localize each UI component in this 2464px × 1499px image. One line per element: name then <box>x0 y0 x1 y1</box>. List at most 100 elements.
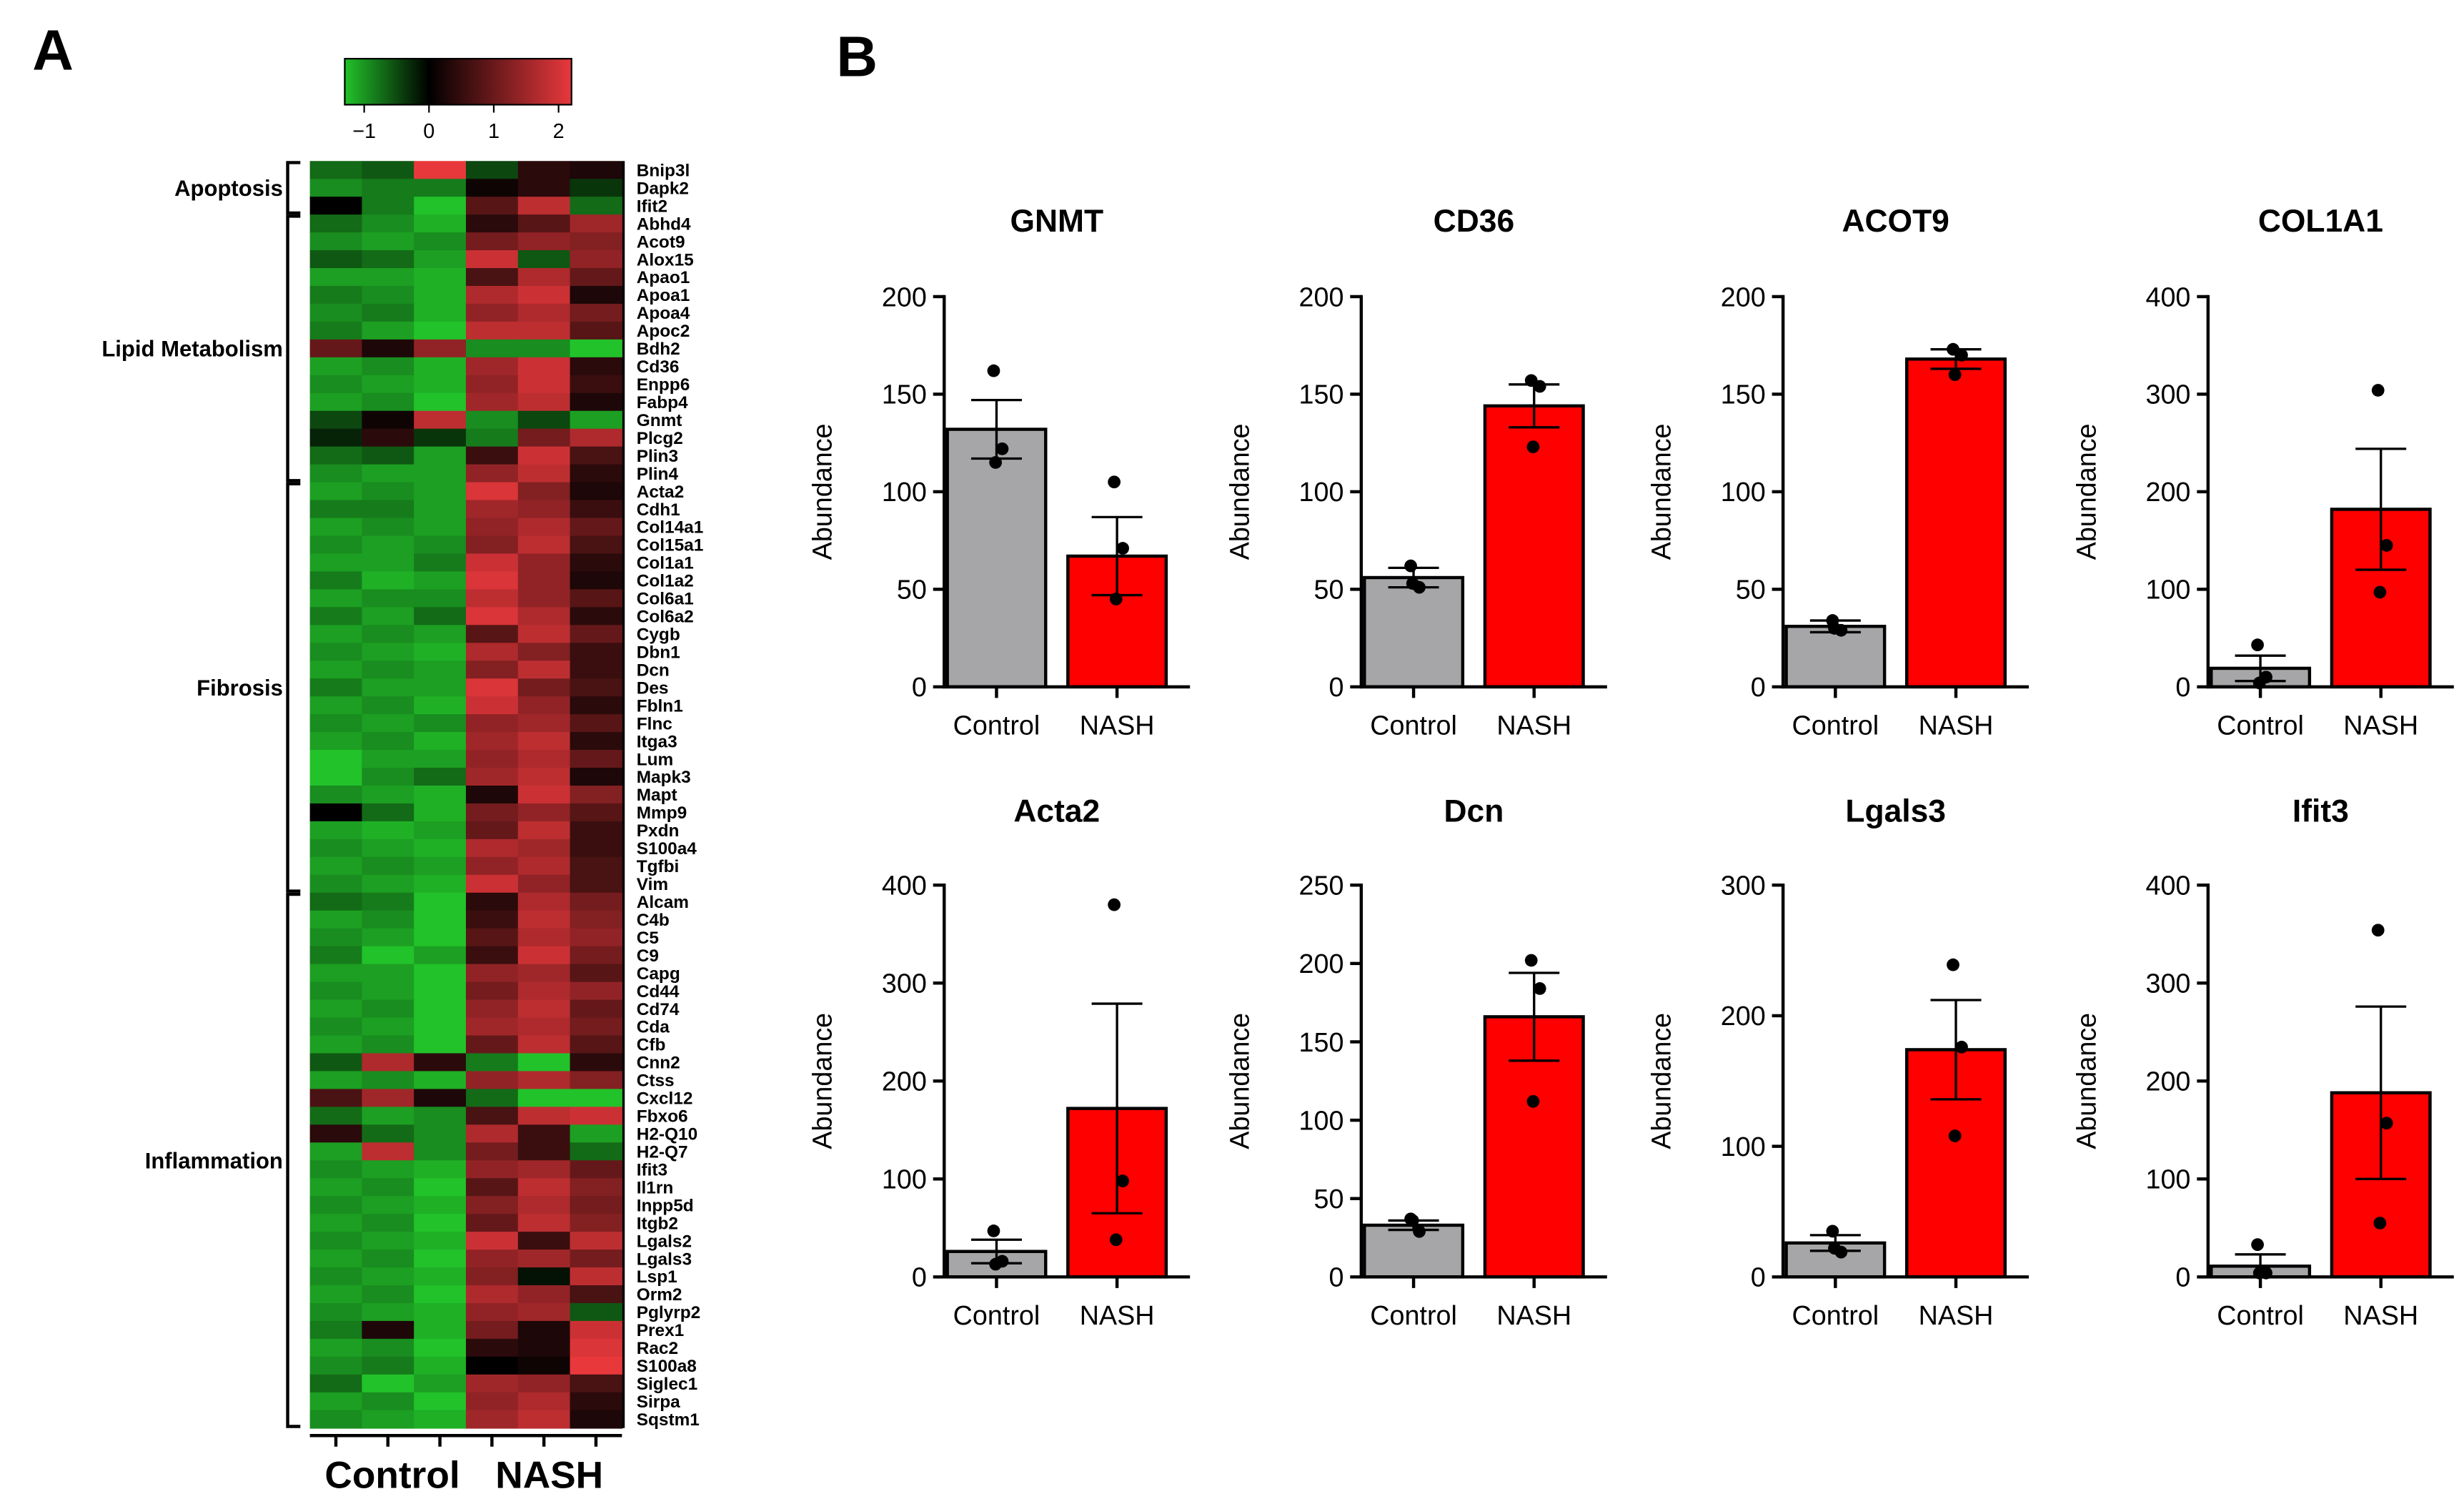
heatmap-cell <box>465 285 519 305</box>
y-tick-label: 400 <box>2145 282 2190 312</box>
y-tick-label: 50 <box>1313 575 1343 605</box>
y-tick-label: 100 <box>2145 575 2190 605</box>
data-point <box>1955 1040 1968 1054</box>
bar-control <box>1363 575 1465 689</box>
heatmap-cell <box>517 1320 571 1340</box>
chart-title: Lgals3 <box>1845 793 1946 828</box>
heatmap-cell <box>517 1250 571 1268</box>
heatmap-cell <box>570 232 623 251</box>
heatmap-cell <box>309 1338 363 1357</box>
heatmap-cell <box>465 892 519 911</box>
y-tick-label: 300 <box>1721 871 1766 901</box>
heatmap-cell <box>309 838 363 858</box>
heatmap-cell <box>570 1035 623 1054</box>
gene-label: Fbxo6 <box>637 1107 688 1127</box>
heatmap-cell <box>309 1017 363 1037</box>
heatmap-cell <box>414 214 467 233</box>
heatmap-cell <box>414 1320 467 1340</box>
heatmap-cell <box>309 928 363 947</box>
colorbar-tick-label: −1 <box>352 120 376 143</box>
heatmap-cell <box>362 482 415 501</box>
heatmap-cell <box>309 321 363 340</box>
chart-title: Ifit3 <box>2292 793 2349 828</box>
heatmap-cell <box>309 874 363 894</box>
heatmap-cell <box>414 232 467 251</box>
heatmap-cell <box>465 375 519 394</box>
heatmap-cell <box>414 1267 467 1286</box>
heatmap-cell <box>465 1089 519 1108</box>
heatmap-cell <box>309 518 363 537</box>
y-tick-label: 100 <box>2145 1164 2190 1194</box>
heatmap-cell <box>465 696 519 716</box>
y-axis-label: Abundance <box>1224 1013 1254 1149</box>
heatmap-cell <box>570 838 623 858</box>
data-point <box>2380 539 2393 552</box>
heatmap-cell <box>570 1214 623 1232</box>
y-axis-label: Abundance <box>1646 1013 1676 1149</box>
gene-label: Col6a1 <box>637 590 694 609</box>
data-point <box>2251 638 2264 652</box>
heatmap-cell <box>309 1142 363 1162</box>
heatmap-cell <box>517 553 571 573</box>
heatmap-cell <box>465 321 519 340</box>
heatmap-cell <box>362 1107 415 1126</box>
heatmap-cell <box>414 999 467 1019</box>
y-tick-label: 0 <box>912 1262 927 1292</box>
heatmap-cell <box>517 232 571 251</box>
y-tick-label: 0 <box>1328 1262 1343 1292</box>
heatmap-cell <box>414 1035 467 1054</box>
heatmap-cell <box>309 375 363 394</box>
heatmap-cell <box>414 678 467 698</box>
data-point <box>1116 542 1129 555</box>
y-tick-label: 0 <box>912 672 927 702</box>
heatmap-cell <box>570 161 623 180</box>
data-point <box>2371 384 2385 397</box>
heatmap-cell <box>414 1089 467 1108</box>
heatmap-cell <box>414 750 467 768</box>
gene-label: Siglec1 <box>637 1375 697 1394</box>
heatmap-cell <box>309 303 363 322</box>
y-tick-label: 200 <box>1721 1001 1766 1031</box>
panel-a-label: A <box>32 19 74 82</box>
heatmap-cell <box>309 1374 363 1393</box>
heatmap-cell <box>309 643 363 662</box>
heatmap-cell <box>517 250 571 269</box>
heatmap-x-group-label-control: Control <box>324 1454 459 1496</box>
y-tick-label: 150 <box>1299 380 1344 410</box>
data-point <box>1828 622 1841 635</box>
gene-label: Plcg2 <box>637 429 683 448</box>
gene-label: Acot9 <box>637 232 685 252</box>
gene-label: Il1rn <box>637 1178 674 1197</box>
heatmap-cell <box>309 1214 363 1232</box>
heatmap-cell <box>309 410 363 430</box>
heatmap-cell <box>570 732 623 751</box>
bar-chart-acta2: Acta2 Abundance Control NASH 0 100 200 300 400 <box>808 793 1191 1330</box>
heatmap-cell <box>414 571 467 590</box>
gene-label: Ctss <box>637 1072 675 1091</box>
gene-label: Apoa4 <box>637 304 690 323</box>
chart-title: Dcn <box>1444 793 1504 828</box>
heatmap-cell <box>465 339 519 358</box>
data-point <box>989 1257 1003 1271</box>
heatmap-cell <box>414 928 467 947</box>
heatmap-x-group-label-nash: NASH <box>495 1454 603 1496</box>
heatmap-cell <box>414 285 467 305</box>
heatmap-cell <box>414 357 467 376</box>
gene-label: Mapk3 <box>637 768 691 787</box>
gene-label: Mapt <box>637 786 677 805</box>
heatmap-cell <box>362 1320 415 1340</box>
panel-b-label: B <box>836 25 878 89</box>
gene-label: Col15a1 <box>637 536 704 555</box>
heatmap-cell <box>309 696 363 716</box>
data-point <box>1533 982 1546 995</box>
heatmap-cell <box>570 1053 623 1072</box>
heatmap-cell <box>517 964 571 983</box>
gene-label: Mmp9 <box>637 803 687 823</box>
gene-label: Des <box>637 678 669 698</box>
heatmap-cell <box>517 1302 571 1322</box>
chart-title: Acta2 <box>1013 793 1100 828</box>
y-tick-label: 0 <box>2175 1262 2190 1292</box>
bar-nash <box>1904 357 2007 689</box>
heatmap-cell <box>517 999 571 1019</box>
heatmap-cell <box>414 446 467 465</box>
